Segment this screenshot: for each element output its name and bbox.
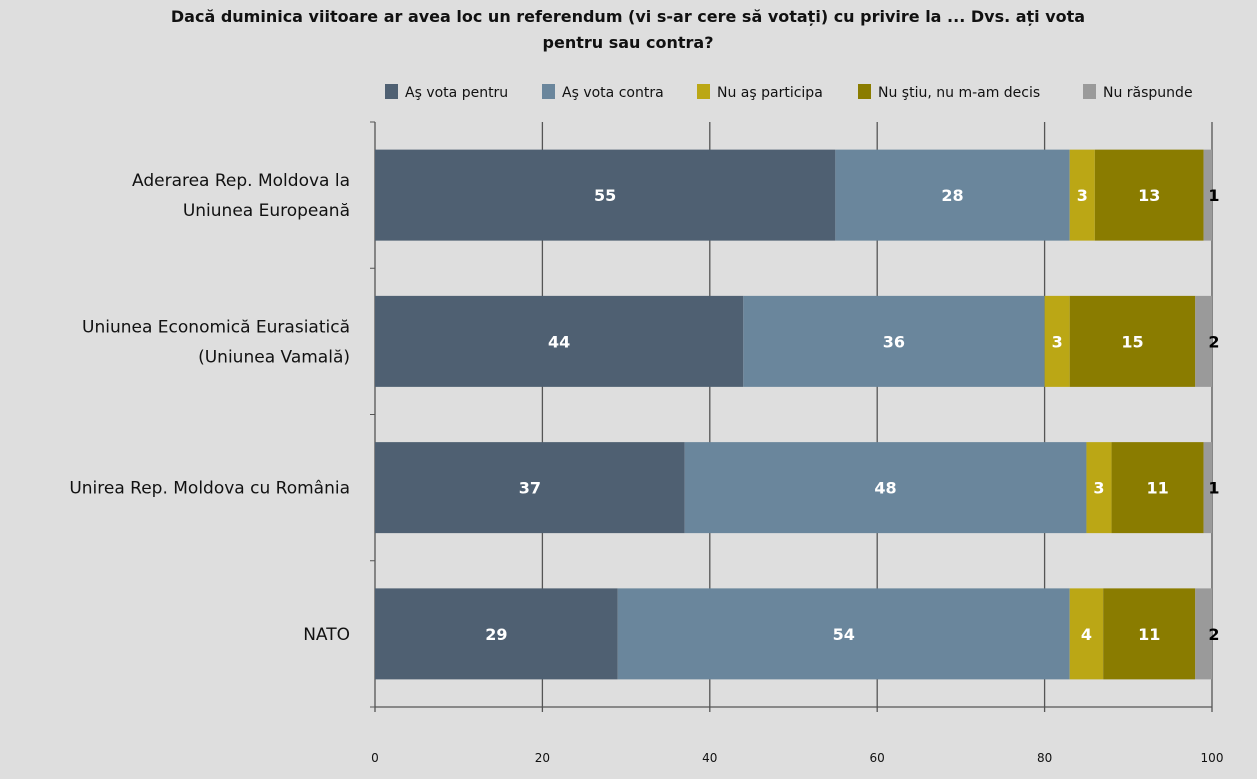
data-label: 1 — [1208, 186, 1219, 205]
bar-segment — [375, 442, 685, 534]
data-label: 2 — [1208, 332, 1219, 351]
category-label: Unirea Rep. Moldova cu România — [69, 479, 350, 499]
bar-segment — [1069, 295, 1196, 387]
legend-label: Nu aş participa — [717, 85, 823, 101]
legend-swatch — [858, 84, 871, 99]
legend-swatch — [697, 84, 710, 99]
data-label: 29 — [485, 625, 507, 644]
chart-title: Dacă duminica viitoare ar avea loc un re… — [171, 7, 1085, 26]
data-label: 11 — [1138, 625, 1160, 644]
legend-swatch — [385, 84, 398, 99]
data-label: 28 — [941, 186, 963, 205]
data-label: 3 — [1052, 332, 1063, 351]
category-label: NATO — [303, 625, 350, 645]
data-label: 2 — [1208, 625, 1219, 644]
chart-title: pentru sau contra? — [543, 33, 714, 52]
x-tick-label: 100 — [1201, 751, 1224, 765]
bar-segment — [1086, 442, 1112, 534]
legend-label: Nu ştiu, nu m-am decis — [878, 85, 1040, 101]
x-tick-label: 20 — [535, 751, 550, 765]
bar-segment — [743, 295, 1045, 387]
bar-segment — [617, 588, 1070, 680]
category-label: (Uniunea Vamală) — [198, 347, 350, 367]
data-label: 3 — [1077, 186, 1088, 205]
data-label: 54 — [833, 625, 855, 644]
bar-segment — [1203, 149, 1212, 241]
bar-segment — [1094, 149, 1204, 241]
data-label: 55 — [594, 186, 616, 205]
data-label: 11 — [1146, 479, 1168, 498]
data-label: 48 — [874, 479, 896, 498]
bar-segment — [1195, 295, 1212, 387]
category-label: Uniunea Economică Eurasiatică — [82, 317, 350, 337]
bar-segment — [1203, 442, 1212, 534]
data-label: 4 — [1081, 625, 1092, 644]
data-label: 15 — [1121, 332, 1143, 351]
bar-segment — [1195, 588, 1212, 680]
data-label: 36 — [883, 332, 905, 351]
legend-swatch — [1083, 84, 1096, 99]
data-label: 3 — [1093, 479, 1104, 498]
bar-segment — [1103, 588, 1196, 680]
bar-segment — [1044, 295, 1070, 387]
legend-label: Aş vota contra — [562, 85, 664, 101]
category-label: Aderarea Rep. Moldova la — [132, 171, 350, 191]
bar-segment — [1111, 442, 1204, 534]
bar-segment — [1069, 588, 1104, 680]
legend-label: Nu răspunde — [1103, 85, 1193, 101]
bar-segment — [835, 149, 1070, 241]
bar-segment — [684, 442, 1087, 534]
bar-segment — [1069, 149, 1095, 241]
data-label: 44 — [548, 332, 570, 351]
bar-segment — [375, 149, 836, 241]
legend-swatch — [542, 84, 555, 99]
bar-segment — [375, 295, 744, 387]
legend-label: Aş vota pentru — [405, 85, 508, 101]
bar-segment — [375, 588, 618, 680]
x-tick-label: 0 — [371, 751, 379, 765]
data-label: 1 — [1208, 479, 1219, 498]
x-tick-label: 60 — [870, 751, 885, 765]
x-tick-label: 40 — [702, 751, 717, 765]
x-tick-label: 80 — [1037, 751, 1052, 765]
data-label: 13 — [1138, 186, 1160, 205]
category-label: Uniunea Europeană — [183, 201, 350, 221]
data-label: 37 — [519, 479, 541, 498]
